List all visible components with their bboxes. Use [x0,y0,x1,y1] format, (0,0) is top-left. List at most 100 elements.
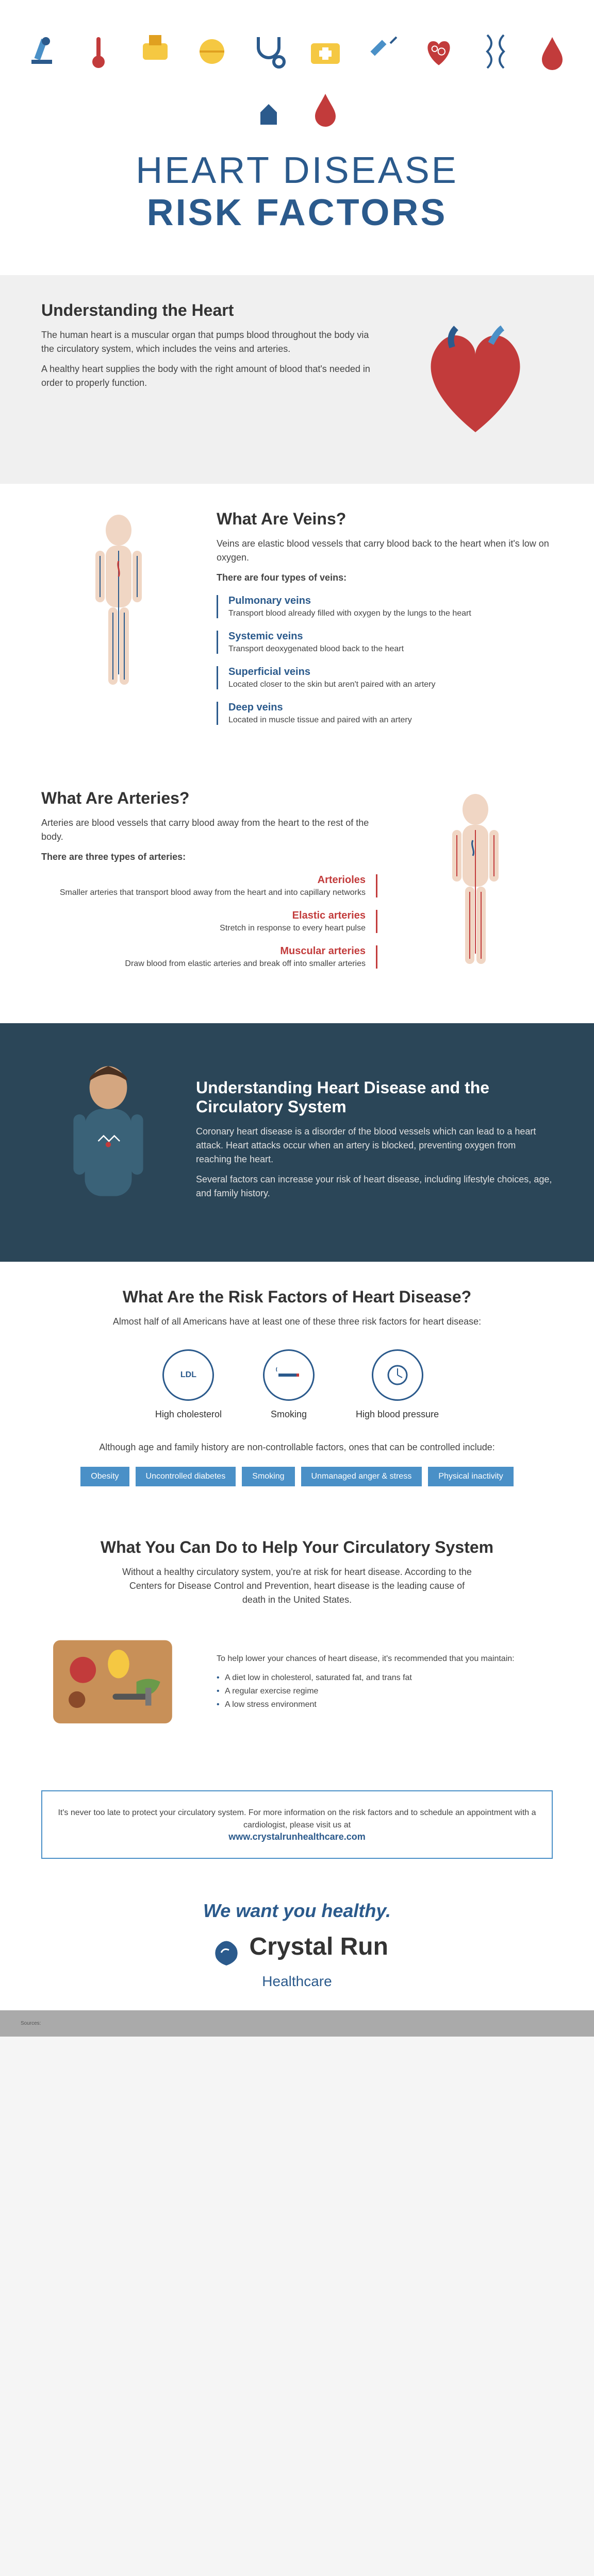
help-item: A low stress environment [217,1700,553,1709]
smoking-icon [263,1349,315,1401]
cholesterol-icon: LDL [162,1349,214,1401]
section-title: Understanding Heart Disease and the Circ… [196,1078,553,1116]
pills-icon [135,31,176,72]
title-line-1: HEART DISEASE [21,149,573,192]
thermometer-icon [78,31,119,72]
disease-panel: Understanding Heart Disease and the Circ… [0,1023,594,1262]
syringe-icon [361,31,403,72]
infographic-page: HEART DISEASE RISK FACTORS Understanding… [0,0,594,2037]
vein-label: Systemic veins [228,631,553,642]
risk-item: LDL High cholesterol [155,1349,222,1420]
help-list: A diet low in cholesterol, saturated fat… [217,1673,553,1709]
pill: Physical inactivity [428,1467,513,1486]
artery-item: Arterioles Smaller arteries that transpor… [41,874,377,897]
vein-desc: Located in muscle tissue and paired with… [228,716,553,725]
risk-label: High cholesterol [155,1409,222,1420]
section-title: What Are Veins? [217,510,553,529]
risk-label: Smoking [271,1409,307,1420]
hero-section: HEART DISEASE RISK FACTORS [0,0,594,275]
artery-desc: Draw blood from elastic arteries and bre… [41,959,366,969]
tagline: We want you healthy. [41,1900,553,1922]
vein-item: Systemic veins Transport deoxygenated blo… [217,631,553,654]
cta-text: It's never too late to protect your circ… [58,1807,536,1832]
vein-item: Superficial veins Located closer to the s… [217,666,553,689]
blood-pressure-icon [372,1349,423,1401]
title-block: HEART DISEASE RISK FACTORS [21,149,573,234]
section-text: Veins are elastic blood vessels that car… [217,537,553,565]
pill: Uncontrolled diabetes [136,1467,236,1486]
vein-item: Deep veins Located in muscle tissue and p… [217,702,553,725]
title-line-2: RISK FACTORS [21,192,573,234]
pill: Smoking [242,1467,294,1486]
brand-name: Crystal Run [250,1933,388,1960]
vein-label: Deep veins [228,702,553,714]
section-text: Without a healthy circulatory system, yo… [117,1565,477,1607]
brand-sub: Healthcare [41,1973,553,1990]
section-text: Several factors can increase your risk o… [196,1173,553,1200]
artery-label: Arterioles [41,874,366,886]
vein-desc: Transport deoxygenated blood back to the… [228,645,553,654]
artery-desc: Smaller arteries that transport blood aw… [41,888,366,897]
blood-drop-icon-2 [305,88,346,129]
tablet-icon [191,31,233,72]
section-title: What Are the Risk Factors of Heart Disea… [41,1287,553,1307]
artery-item: Elastic arteries Stretch in response to e… [41,910,377,933]
artery-item: Muscular arteries Draw blood from elastic… [41,945,377,969]
stethoscope-icon [248,31,289,72]
pill-row: Obesity Uncontrolled diabetes Smoking Un… [41,1467,553,1486]
heart-illustration [398,301,553,458]
body-arteries-illustration [398,789,553,997]
body-veins-illustration [41,510,196,718]
vein-desc: Transport blood already filled with oxyg… [228,609,553,618]
section-title: What You Can Do to Help Your Circulatory… [41,1538,553,1557]
section-text: Arteries are blood vessels that carry bl… [41,816,377,844]
arteries-section: What Are Arteries? Arteries are blood ve… [0,763,594,1023]
help-item: A regular exercise regime [217,1687,553,1696]
section-title: What Are Arteries? [41,789,377,808]
vein-item: Pulmonary veins Transport blood already f… [217,595,553,618]
cta-box: It's never too late to protect your circ… [41,1790,553,1859]
cta-link[interactable]: www.crystalrunhealthcare.com [58,1832,536,1842]
artery-desc: Stretch in response to every heart pulse [41,924,366,933]
help-subhead: To help lower your chances of heart dise… [217,1653,553,1665]
section-text: Almost half of all Americans have at lea… [41,1315,553,1329]
veins-subhead: There are four types of veins: [217,571,553,585]
microscope-icon [21,31,62,72]
vein-label: Superficial veins [228,666,553,678]
vein-list: Pulmonary veins Transport blood already f… [217,595,553,725]
risk-item: High blood pressure [356,1349,439,1420]
risk-factors-section: What Are the Risk Factors of Heart Disea… [0,1262,594,1512]
artery-label: Muscular arteries [41,945,366,957]
footer: We want you healthy. Crystal Run Healthc… [0,1879,594,2010]
arteries-subhead: There are three types of arteries: [41,850,377,864]
artery-label: Elastic arteries [41,910,366,922]
hands-icon [248,88,289,129]
pill: Unmanaged anger & stress [301,1467,422,1486]
person-chest-pain-illustration [41,1054,175,1231]
help-item: A diet low in cholesterol, saturated fat… [217,1673,553,1683]
pill: Obesity [80,1467,129,1486]
risk-label: High blood pressure [356,1409,439,1420]
help-section: What You Can Do to Help Your Circulatory… [0,1512,594,1770]
section-text: Coronary heart disease is a disorder of … [196,1125,553,1166]
section-text: A healthy heart supplies the body with t… [41,362,377,390]
brand-logo: Crystal Run Healthcare [41,1932,553,1990]
section-title: Understanding the Heart [41,301,377,320]
risk-icons-row: LDL High cholesterol Smoking High blood … [41,1349,553,1420]
controllable-note: Although age and family history are non-… [41,1440,553,1454]
dna-icon [475,31,516,72]
veins-section: What Are Veins? Veins are elastic blood … [0,484,594,763]
sources-block: Sources: [0,2010,594,2037]
medkit-icon [305,31,346,72]
sources-label: Sources: [21,2021,41,2026]
medical-icons-grid [21,31,573,129]
understanding-heart-section: Understanding the Heart The human heart … [0,275,594,484]
vein-desc: Located closer to the skin but aren't pa… [228,680,553,689]
vein-label: Pulmonary veins [228,595,553,607]
food-board-illustration [41,1622,196,1744]
artery-list: Arterioles Smaller arteries that transpor… [41,874,377,969]
blood-drop-icon [532,31,573,72]
section-text: The human heart is a muscular organ that… [41,328,377,356]
risk-item: Smoking [263,1349,315,1420]
heart-gears-icon [418,31,459,72]
